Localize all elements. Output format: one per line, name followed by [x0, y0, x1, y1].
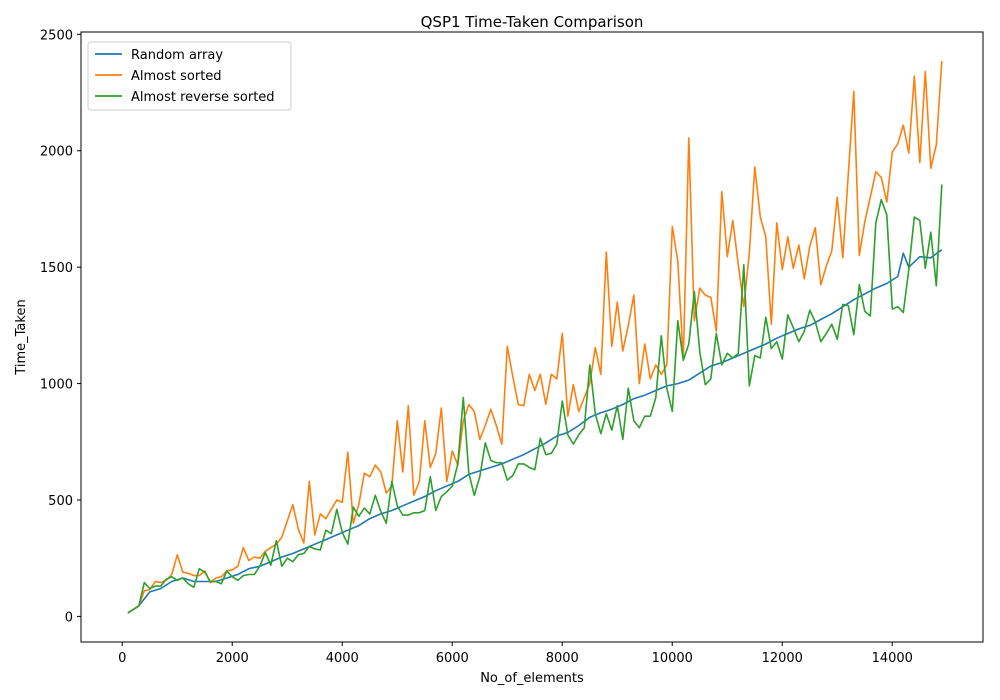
plot-area	[127, 61, 943, 614]
x-tick-label: 12000	[762, 651, 803, 666]
legend-label: Almost reverse sorted	[131, 90, 275, 105]
x-axis-ticks: 0 2000 4000 6000 8000 10000 12000 14000	[118, 642, 913, 666]
legend: Random array Almost sorted Almost reverse …	[87, 41, 292, 111]
y-tick-label: 1000	[40, 378, 73, 393]
x-tick-label: 0	[118, 651, 126, 666]
series-line-1	[127, 249, 943, 614]
series-line-3	[127, 184, 943, 614]
y-tick-label: 2000	[40, 145, 73, 160]
y-tick-label: 0	[65, 610, 73, 625]
x-tick-label: 14000	[872, 651, 913, 666]
chart-title: QSP1 Time-Taken Comparison	[421, 13, 644, 31]
x-tick-label: 4000	[326, 651, 359, 666]
x-tick-label: 2000	[216, 651, 249, 666]
x-tick-label: 10000	[652, 651, 693, 666]
legend-frame	[87, 41, 292, 111]
x-axis-label: No_of_elements	[480, 671, 584, 686]
y-tick-label: 1500	[40, 261, 73, 276]
x-tick-label: 6000	[436, 651, 469, 666]
y-axis-label: Time_Taken	[14, 299, 29, 375]
y-tick-label: 2500	[40, 28, 73, 43]
series-line-2	[127, 61, 943, 614]
x-tick-label: 8000	[546, 651, 579, 666]
legend-label: Almost sorted	[131, 69, 222, 84]
y-tick-label: 500	[48, 494, 73, 509]
legend-label: Random array	[131, 48, 223, 63]
y-axis-ticks: 0 500 1000 1500 2000 2500	[40, 28, 81, 625]
axes-frame	[80, 31, 984, 643]
